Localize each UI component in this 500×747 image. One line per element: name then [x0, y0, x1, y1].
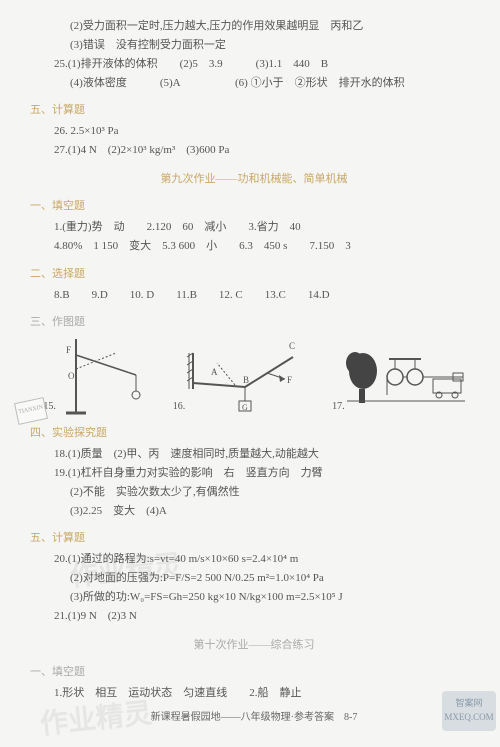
svg-text:G: G — [242, 403, 248, 412]
answer-line: 26. 2.5×10³ Pa — [30, 123, 478, 140]
section-calc2-title: 五、计算题 — [30, 530, 478, 547]
answer-line: 19.(1)杠杆自身重力对实验的影响 右 竖直方向 力臂 — [30, 465, 478, 482]
answer-line: 25.(1)排开液体的体积 (2)5 3.9 (3)1.1 440 B — [30, 56, 478, 73]
svg-text:B: B — [243, 375, 249, 385]
section-choice-title: 二、选择题 — [30, 266, 478, 283]
answer-line: 8.B 9.D 10. D 11.B 12. C 13.C 14.D — [30, 287, 478, 304]
answer-line: (2)受力面积一定时,压力越大,压力的作用效果越明显 丙和乙 — [30, 18, 478, 35]
answer-line: 1.形状 相互 运动状态 匀速直线 2.船 静止 — [30, 685, 478, 702]
chapter-title-9: 第九次作业——功和机械能、简单机械 — [30, 171, 478, 188]
answer-line: (2)对地面的压强为:P=F/S=2 500 N/0.25 m²=1.0×10⁴… — [30, 570, 478, 587]
diagram-17: 17. — [332, 349, 465, 415]
answer-line: 27.(1)4 N (2)2×10³ kg/m³ (3)600 Pa — [30, 142, 478, 159]
answer-line: (4)液体密度 (5)A (6) ①小于 ②形状 排开水的体积 — [30, 75, 478, 92]
answer-line: 18.(1)质量 (2)甲、丙 速度相同时,质量越大,动能越大 — [30, 446, 478, 463]
stamp-badge: TIANXIN — [14, 397, 48, 425]
answer-line: (3)错误 没有控制受力面积一定 — [30, 37, 478, 54]
section-drawing-title: 三、作图题 — [30, 314, 478, 331]
answer-line: 4.80% 1 150 变大 5.3 600 小 6.3 450 s 7.150… — [30, 238, 478, 255]
site-badge: 智案网 MXEQ.COM — [442, 691, 496, 731]
section-experiment-title: 四、实验探究题 — [30, 425, 478, 442]
pulley-truck-diagram-icon — [345, 349, 465, 415]
page-footer: 新课程暑假园地——八年级物理·参考答案 8-7 — [30, 710, 478, 726]
section-calc-title: 五、计算题 — [30, 102, 478, 119]
diagram-row: 15. F O 16. A C B — [30, 337, 478, 415]
svg-text:O: O — [68, 371, 75, 381]
diagram-15: 15. F O — [43, 339, 146, 415]
svg-text:F: F — [287, 375, 292, 385]
lever-diagram-icon: F O — [56, 339, 146, 415]
answer-line: (2)不能 实验次数太少了,有偶然性 — [30, 484, 478, 501]
incline-diagram-icon: A C B G F — [185, 339, 305, 415]
answer-line: 1.(重力)势 动 2.120 60 减小 3.省力 40 — [30, 219, 478, 236]
answer-line: (3)所做的功:W₀=FS=Gh=250 kg×10 N/kg×100 m=2.… — [30, 589, 478, 606]
chapter-title-10: 第十次作业——综合练习 — [30, 637, 478, 654]
answer-line: (3)2.25 变大 (4)A — [30, 503, 478, 520]
diagram-16: 16. A C B G F — [173, 339, 306, 415]
section-fill-title: 一、填空题 — [30, 198, 478, 215]
answer-line: 20.(1)通过的路程为:s=vt=40 m/s×10×60 s=2.4×10⁴… — [30, 551, 478, 568]
section-fill2-title: 一、填空题 — [30, 664, 478, 681]
svg-text:F: F — [66, 345, 71, 355]
svg-text:C: C — [289, 341, 295, 351]
answer-line: 21.(1)9 N (2)3 N — [30, 608, 478, 625]
diagram-label-16: 16. — [173, 399, 186, 415]
diagram-label-17: 17. — [332, 399, 345, 415]
svg-text:A: A — [211, 367, 218, 377]
